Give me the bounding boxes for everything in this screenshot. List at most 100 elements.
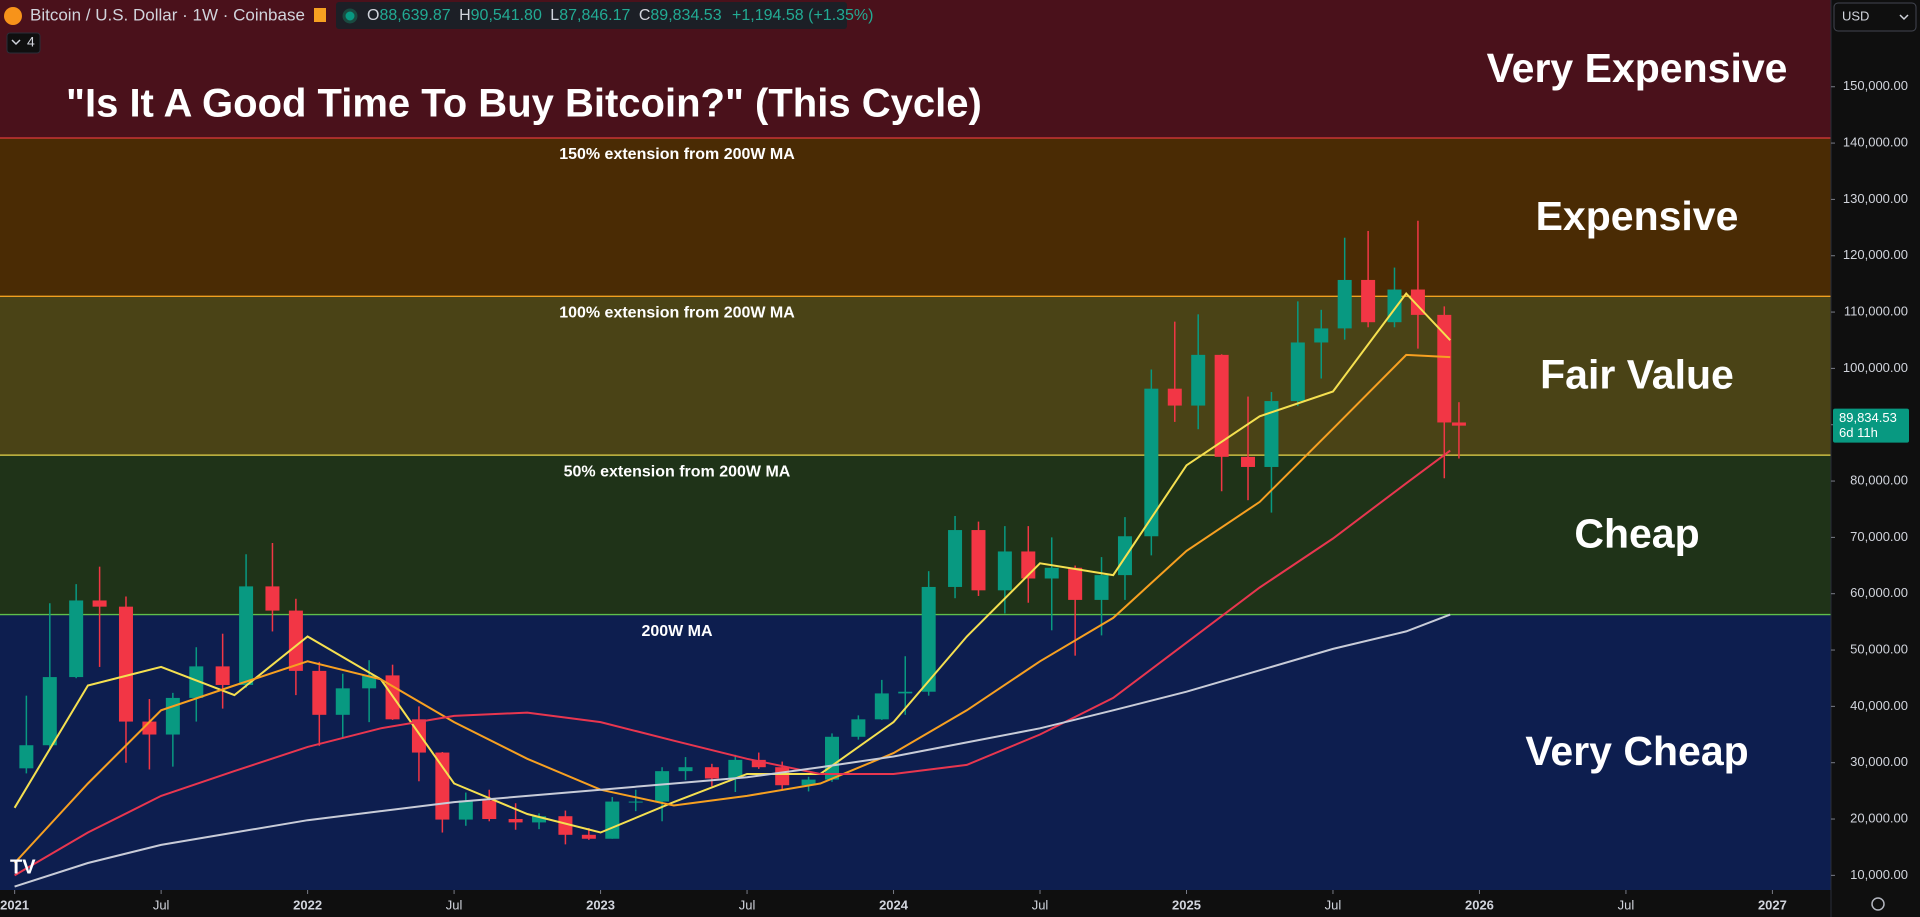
chart-title: "Is It A Good Time To Buy Bitcoin?" (Thi…: [66, 82, 982, 126]
level-label: 150% extension from 200W MA: [559, 146, 795, 163]
y-tick-label: 80,000.00: [1850, 472, 1908, 487]
candle-body: [1094, 575, 1109, 600]
zone-label: Fair Value: [1540, 352, 1734, 398]
candle-body: [19, 745, 34, 769]
x-tick-label: 2027: [1758, 897, 1787, 912]
candle-body: [411, 719, 426, 753]
y-tick-label: 70,000.00: [1850, 529, 1908, 544]
candle-body: [1361, 279, 1376, 323]
candle-body: [971, 530, 986, 591]
settings-icon[interactable]: [1871, 897, 1885, 911]
candle-body: [482, 800, 497, 820]
candle-body: [508, 819, 523, 823]
y-tick-label: 60,000.00: [1850, 585, 1908, 600]
ohlc-key: C: [639, 7, 651, 24]
y-tick-label: 30,000.00: [1850, 754, 1908, 769]
y-tick-label: 150,000.00: [1843, 78, 1908, 93]
ohlc-values: O88,639.87 H90,541.80 L87,846.17 C89,834…: [367, 7, 873, 24]
candle-body: [997, 551, 1012, 591]
zone-label: Expensive: [1536, 193, 1739, 239]
zone-label: Very Expensive: [1487, 45, 1788, 91]
level-label: 200W MA: [641, 623, 713, 640]
candle-body: [288, 610, 303, 671]
zone: [0, 138, 1831, 297]
ohlc-change: +1,194.58 (+1.35%): [732, 7, 873, 24]
x-tick-label: Jul: [1325, 897, 1342, 912]
candle-body: [1451, 422, 1466, 426]
x-axis-background: [0, 890, 1920, 917]
x-tick-label: Jul: [1032, 897, 1049, 912]
currency-label: USD: [1842, 8, 1869, 23]
candle-body: [1264, 401, 1279, 467]
x-tick-label: 2024: [879, 897, 909, 912]
x-tick-label: 2025: [1172, 897, 1201, 912]
y-tick-label: 130,000.00: [1843, 191, 1908, 206]
candle-body: [42, 677, 57, 746]
candle-body: [751, 759, 766, 768]
candle-body: [581, 834, 596, 839]
x-tick-label: Jul: [1618, 897, 1635, 912]
currency-select[interactable]: [1833, 2, 1917, 32]
candle-body: [558, 816, 573, 835]
ohlc-key: L: [550, 7, 559, 24]
candle-body: [948, 530, 963, 587]
chevron-icon: [1899, 14, 1909, 21]
status-dot: [342, 8, 358, 24]
y-tick-label: 20,000.00: [1850, 810, 1908, 825]
candle-body: [335, 688, 350, 715]
candle-body: [898, 691, 913, 694]
y-tick-label: 140,000.00: [1843, 135, 1908, 150]
candle-body: [1337, 279, 1352, 329]
level-label: 50% extension from 200W MA: [564, 463, 791, 480]
candle-body: [69, 600, 84, 678]
axes: 10,000.00 20,000.00 30,000.00 40,000.00 50,0…: [0, 78, 1909, 912]
y-tick-label: 50,000.00: [1850, 641, 1908, 656]
indicator-count: 4: [27, 34, 35, 50]
candle-body: [728, 759, 743, 779]
ohlc-key: H: [459, 7, 471, 24]
zone: [0, 296, 1831, 456]
ma-line: [14, 613, 1451, 888]
candle-body: [435, 752, 450, 820]
y-tick-label: 100,000.00: [1843, 360, 1908, 375]
plot-area: Very Cheap Cheap Fair Value Expensive Very E…: [0, 0, 1831, 890]
ohlc-value: 90,541.80: [471, 7, 542, 24]
candle-body: [801, 779, 816, 786]
candle-body: [1068, 567, 1083, 600]
candle-body: [362, 675, 377, 689]
candle-body: [851, 719, 866, 737]
candle-body: [655, 771, 670, 802]
zone-label: Cheap: [1574, 511, 1699, 557]
level-label: 100% extension from 200W MA: [559, 305, 795, 322]
candle-body: [874, 693, 889, 720]
candle-body: [189, 666, 204, 698]
y-tick-label: 40,000.00: [1850, 698, 1908, 713]
candle-body: [1191, 354, 1206, 406]
ma-line: [14, 449, 1451, 877]
candle-body: [921, 586, 936, 692]
zone-label: Very Cheap: [1525, 728, 1748, 774]
y-tick-label: 10,000.00: [1850, 867, 1908, 882]
x-tick-label: 2021: [0, 897, 29, 912]
indicator-toggle[interactable]: [6, 32, 41, 54]
ohlc-key: O: [367, 7, 379, 24]
candle-body: [775, 767, 790, 786]
candle-body: [165, 697, 180, 735]
countdown-label: 6d 11h: [1839, 425, 1878, 440]
candle-body: [628, 801, 643, 803]
candle-body: [605, 801, 620, 839]
x-tick-label: 2022: [293, 897, 322, 912]
ohlc-value: 87,846.17: [559, 7, 630, 24]
candle-body: [1314, 328, 1329, 343]
candle-body: [1144, 388, 1159, 537]
last-price-box: [1833, 408, 1909, 443]
flag-icon[interactable]: [314, 8, 326, 22]
candle-body: [1167, 388, 1182, 406]
tv-logo[interactable]: TV: [10, 856, 36, 878]
y-tick-label: 110,000.00: [1844, 304, 1908, 319]
ma-line: [13, 353, 1451, 864]
x-tick-label: Jul: [446, 897, 463, 912]
candle-body: [1437, 314, 1452, 423]
candle-body: [1044, 567, 1059, 579]
